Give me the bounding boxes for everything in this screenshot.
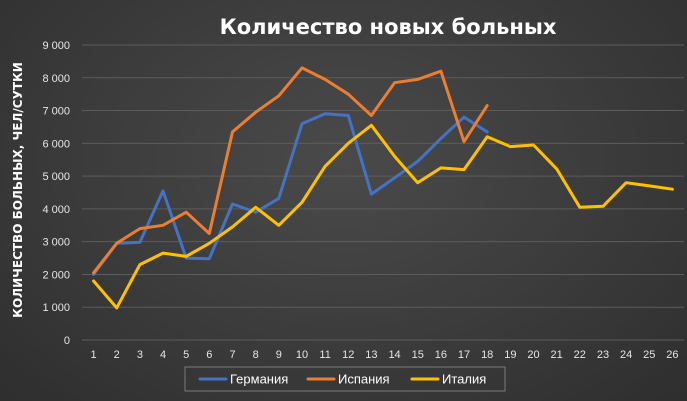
x-tick-label: 21 [551, 349, 563, 361]
x-tick-label: 8 [253, 349, 259, 361]
x-tick-label: 9 [276, 349, 282, 361]
x-tick-label: 7 [229, 349, 235, 361]
x-tick-label: 24 [620, 349, 632, 361]
x-tick-label: 3 [137, 349, 143, 361]
y-tick-label: 1 000 [42, 302, 70, 314]
x-tick-label: 20 [527, 349, 539, 361]
series-lines [92, 66, 674, 310]
x-tick-labels: 1 2 3 4 5 6 7 8 9 10 11 12 13 14 15 16 17 18 19 20 21 22 23 24 2… [91, 349, 679, 361]
y-tick-label: 3 000 [42, 237, 70, 249]
x-tick-label: 18 [481, 349, 493, 361]
legend-entry: Италия [442, 372, 486, 387]
legend: Германия Испания Италия [184, 366, 506, 392]
x-tick-label: 26 [666, 349, 678, 361]
legend-box [184, 366, 506, 392]
x-tick-label: 13 [365, 349, 377, 361]
series-line [92, 123, 674, 310]
x-tick-label: 17 [458, 349, 470, 361]
gridlines [82, 44, 684, 341]
y-tick-label: 2 000 [42, 269, 70, 281]
y-tick-label: 9 000 [42, 40, 70, 52]
x-tick-label: 1 [91, 349, 97, 361]
x-tick-label: 23 [597, 349, 609, 361]
y-tick-label: 4 000 [42, 204, 70, 216]
x-tick-label: 10 [296, 349, 308, 361]
y-tick-label: 7 000 [42, 106, 70, 118]
y-tick-label: 0 [64, 335, 70, 347]
x-tick-label: 12 [342, 349, 354, 361]
x-tick-label: 19 [504, 349, 516, 361]
y-axis-label: КОЛИЧЕСТВО БОЛЬНЫХ, ЧЕЛ/СУТКИ [11, 62, 25, 318]
x-tick-label: 6 [206, 349, 212, 361]
chart-title: Количество новых больных [220, 15, 557, 39]
legend-entry: Германия [230, 372, 288, 387]
x-tick-label: 4 [160, 349, 166, 361]
x-tick-label: 11 [319, 349, 330, 361]
x-tick-label: 22 [574, 349, 586, 361]
x-tick-label: 16 [435, 349, 447, 361]
x-tick-label: 15 [412, 349, 424, 361]
series-line [92, 112, 489, 276]
x-tick-label: 2 [114, 349, 120, 361]
y-tick-label: 6 000 [42, 138, 70, 150]
legend-entry: Испания [338, 372, 390, 387]
x-tick-label: 14 [388, 349, 400, 361]
x-tick-label: 5 [183, 349, 189, 361]
y-tick-label: 5 000 [42, 171, 70, 183]
y-tick-labels: 0 1 000 2 000 3 000 4 000 5 000 6 000 7 000 8 00… [42, 40, 70, 347]
series-line [92, 66, 489, 275]
x-tick-label: 25 [643, 349, 655, 361]
y-tick-label: 8 000 [42, 73, 70, 85]
